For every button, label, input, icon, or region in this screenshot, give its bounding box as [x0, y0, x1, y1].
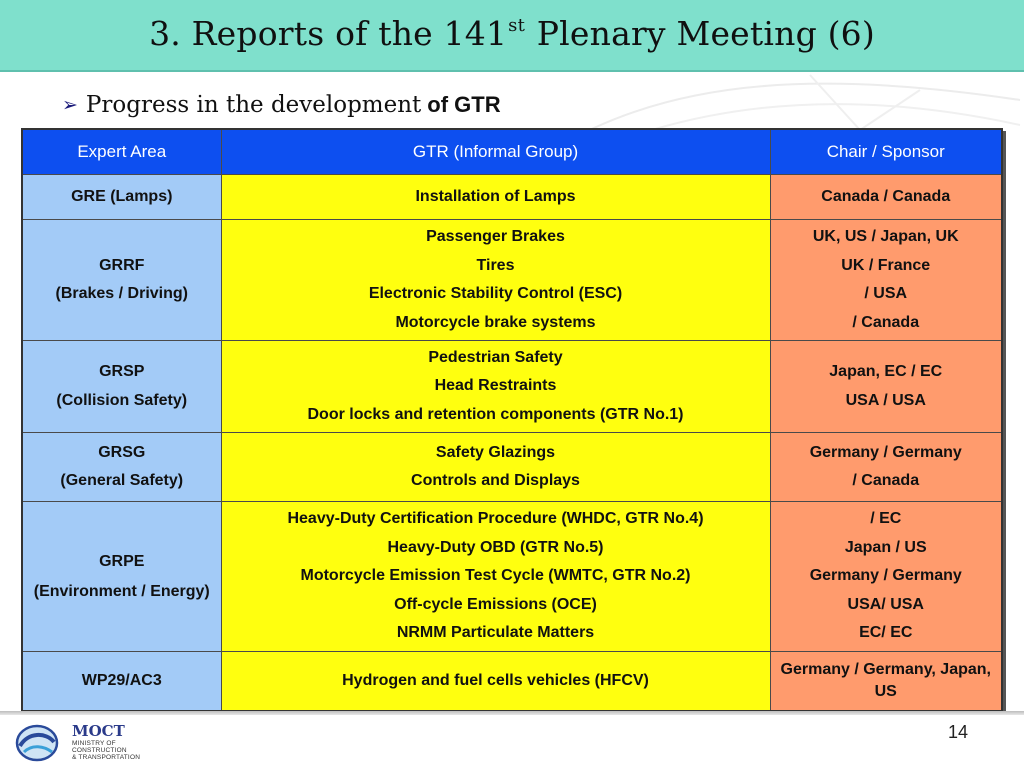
gtr-line: Controls and Displays [411, 472, 580, 489]
chair-line: / EC [870, 510, 902, 528]
chair-line: Japan / US [844, 538, 927, 556]
gtr-progress-table: Expert Area GTR (Informal Group) Chair /… [21, 128, 1003, 712]
gtr-cell: Hydrogen and fuel cells vehicles (HFCV) [220, 651, 771, 711]
title-bar [0, 0, 1024, 70]
gtr-cell: Safety Glazings Controls and Displays [220, 432, 771, 502]
gtr-line: Passenger Brakes [426, 228, 565, 245]
gtr-line: Heavy-Duty OBD (GTR No.5) [387, 538, 604, 556]
gtr-line: Hydrogen and fuel cells vehicles (HFCV) [342, 671, 649, 689]
chair-line: Germany / Germany [809, 443, 962, 461]
logo-subtitle-line: MINISTRY OF [72, 740, 116, 747]
expert-area-cell: GRE (Lamps) [21, 174, 222, 220]
gtr-line: NRMM Particulate Matters [396, 624, 595, 642]
area-line: (General Safety) [60, 472, 184, 489]
slide-title: 3. Reports of the 141st Plenary Meeting … [149, 14, 875, 53]
expert-area-cell: GRSG (General Safety) [21, 432, 222, 502]
area-line: (Collision Safety) [56, 391, 188, 409]
area-line: GRPE [99, 552, 145, 570]
gtr-cell: Installation of Lamps [220, 174, 771, 220]
table-row: GRE (Lamps) Installation of Lamps Canada… [21, 174, 1003, 220]
gtr-line: Motorcycle Emission Test Cycle (WMTC, GT… [300, 567, 691, 585]
gtr-line: Door locks and retention components (GTR… [307, 405, 684, 423]
expert-area-cell: GRSP (Collision Safety) [21, 340, 222, 433]
subtitle-bold-text: of GTR [427, 92, 501, 117]
gtr-line: Motorcycle brake systems [395, 313, 596, 331]
logo-subtitle-line: & TRANSPORTATION [72, 754, 141, 761]
expert-area-cell: GRPE (Environment / Energy) [21, 501, 222, 652]
header-expert-area: Expert Area [21, 128, 222, 175]
table-row: GRPE (Environment / Energy) Heavy-Duty C… [21, 501, 1003, 652]
table-row: GRSP (Collision Safety) Pedestrian Safet… [21, 340, 1003, 433]
chair-cell: Germany / Germany, Japan, US [769, 651, 1003, 711]
chair-line: Germany / Germany [809, 567, 962, 585]
footer-divider [0, 711, 1024, 715]
logo-subtitle: MINISTRY OF CONSTRUCTION & TRANSPORTATIO… [72, 740, 140, 761]
chair-line: / Canada [852, 472, 920, 489]
logo-name: MOCT [72, 722, 125, 740]
header-chair-sponsor: Chair / Sponsor [769, 128, 1003, 175]
area-line: GRSG [98, 443, 146, 461]
arrow-bullet-icon: ➢ [62, 94, 78, 116]
gtr-line: Electronic Stability Control (ESC) [368, 285, 623, 302]
gtr-line: Safety Glazings [435, 443, 556, 461]
gtr-line: Installation of Lamps [415, 187, 576, 205]
area-line: (Environment / Energy) [33, 582, 210, 600]
chair-cell: Japan, EC / EC USA / USA [769, 340, 1003, 433]
gtr-line: Tires [476, 256, 515, 274]
chair-line: Japan, EC / EC [829, 363, 943, 380]
area-line: (Brakes / Driving) [55, 285, 188, 302]
chair-cell: Germany / Germany / Canada [769, 432, 1003, 502]
chair-line: USA/ USA [847, 595, 924, 613]
area-line: WP29/AC3 [81, 671, 162, 689]
moct-logo-icon [15, 724, 59, 762]
page-number: 14 [947, 722, 969, 742]
chair-line: UK, US / Japan, UK [812, 228, 959, 245]
expert-area-cell: WP29/AC3 [21, 651, 222, 711]
gtr-cell: Heavy-Duty Certification Procedure (WHDC… [220, 501, 771, 652]
chair-cell: Canada / Canada [769, 174, 1003, 220]
chair-line: USA / USA [845, 391, 926, 409]
chair-cell: UK, US / Japan, UK UK / France / USA / C… [769, 219, 1003, 341]
chair-line: Germany / Germany, Japan, US [780, 660, 991, 700]
chair-line: / Canada [852, 313, 920, 331]
table-row: WP29/AC3 Hydrogen and fuel cells vehicle… [21, 651, 1003, 711]
chair-line: EC/ EC [859, 624, 913, 642]
gtr-cell: Pedestrian Safety Head Restraints Door l… [220, 340, 771, 433]
subtitle: ➢ Progress in the development of GTR [62, 88, 501, 122]
gtr-line: Off-cycle Emissions (OCE) [394, 595, 597, 613]
gtr-cell: Passenger Brakes Tires Electronic Stabil… [220, 219, 771, 341]
chair-line: Canada / Canada [821, 187, 951, 205]
area-line: GRRF [99, 256, 145, 274]
gtr-line: Heavy-Duty Certification Procedure (WHDC… [287, 510, 704, 528]
chair-cell: / EC Japan / US Germany / Germany USA/ U… [769, 501, 1003, 652]
logo-subtitle-line: CONSTRUCTION [72, 747, 127, 754]
table-row: GRRF (Brakes / Driving) Passenger Brakes… [21, 219, 1003, 341]
table-header-row: Expert Area GTR (Informal Group) Chair /… [21, 128, 1003, 175]
chair-line: UK / France [841, 256, 931, 274]
table-row: GRSG (General Safety) Safety Glazings Co… [21, 432, 1003, 502]
expert-area-cell: GRRF (Brakes / Driving) [21, 219, 222, 341]
gtr-line: Head Restraints [434, 377, 557, 395]
subtitle-text: Progress in the development [85, 92, 422, 118]
gtr-line: Pedestrian Safety [428, 348, 563, 366]
header-gtr: GTR (Informal Group) [220, 128, 771, 175]
area-line: GRSP [99, 363, 145, 380]
area-line: GRE (Lamps) [71, 187, 173, 205]
chair-line: / USA [864, 285, 908, 302]
